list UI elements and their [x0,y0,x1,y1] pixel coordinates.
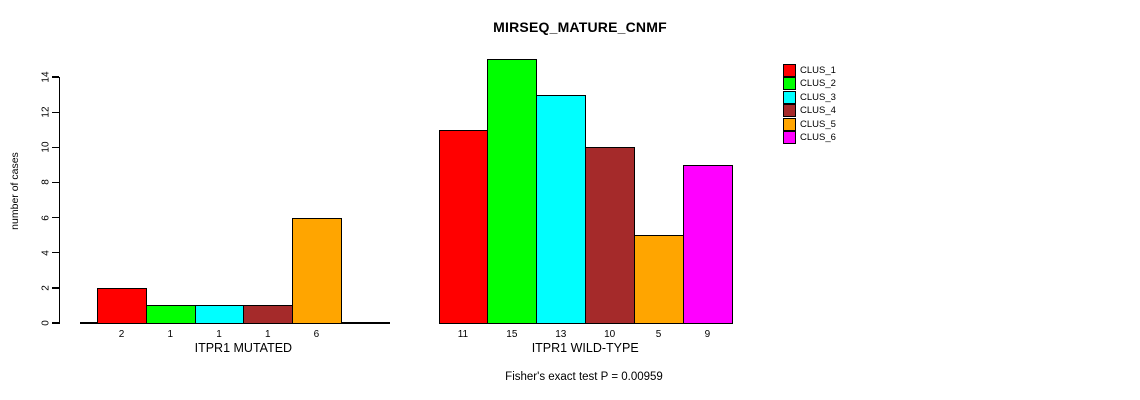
bar-count-label-itpr1-wild-type-clus-1: 11 [457,328,469,340]
legend-label-clus-2: CLUS_2 [800,78,836,90]
y-axis-tick [52,322,59,324]
bar-count-label-itpr1-wild-type-clus-5: 5 [655,328,662,340]
bar-count-label-itpr1-mutated-clus-4: 1 [264,328,271,340]
bar-itpr1-mutated-clus-3 [194,305,245,324]
bar-count-label-itpr1-mutated-clus-1: 2 [118,328,125,340]
y-axis-tick-label: 6 [40,214,52,221]
bar-itpr1-mutated-clus-2 [145,305,196,324]
bar-count-label-itpr1-mutated-clus-3: 1 [216,328,222,340]
bar-itpr1-wild-type-clus-6 [683,164,733,324]
chart-title: MIRSEQ_MATURE_CNMF [493,19,667,35]
y-axis-tick-label: 12 [40,106,52,118]
legend-label-clus-1: CLUS_1 [800,65,836,76]
legend-swatch-clus-3 [783,90,796,104]
y-axis-tick [52,181,59,184]
bar-itpr1-mutated-clus-4 [243,305,294,324]
legend-swatch-clus-1 [783,64,796,77]
legend-swatch-clus-4 [783,104,796,118]
bar-count-label-itpr1-mutated-clus-2: 1 [167,328,174,340]
y-axis-tick [52,252,59,254]
y-axis-tick [52,287,59,289]
y-axis-tick [52,216,59,219]
legend-label-clus-4: CLUS_4 [800,105,836,117]
y-axis-tick-label: 14 [40,71,52,83]
bar-itpr1-wild-type-clus-3 [536,94,587,324]
y-axis-tick-label: 10 [40,141,52,153]
y-axis-tick [52,146,59,148]
bar-count-label-itpr1-wild-type-clus-4: 10 [604,328,616,340]
legend-label-clus-3: CLUS_3 [800,91,836,103]
y-axis-label: number of cases [9,152,21,230]
bar-count-label-itpr1-wild-type-clus-2: 15 [506,328,518,340]
bar-count-label-itpr1-wild-type-clus-3: 13 [555,328,567,340]
legend-swatch-clus-2 [783,77,796,91]
bar-itpr1-mutated-clus-5 [292,217,342,324]
bar-itpr1-wild-type-clus-1 [438,129,489,324]
y-axis-tick-label: 4 [40,249,52,256]
y-axis-tick-label: 8 [40,179,52,186]
bar-itpr1-mutated-clus-1 [97,287,147,324]
bar-itpr1-wild-type-clus-4 [585,147,636,324]
legend-label-clus-5: CLUS_5 [800,118,836,130]
bar-itpr1-wild-type-clus-5 [634,235,684,324]
bar-count-label-itpr1-wild-type-clus-6: 9 [704,328,711,340]
group-label-itpr1-mutated: ITPR1 MUTATED [194,341,293,355]
fisher-test-annotation: Fisher's exact test P = 0.00959 [505,371,663,383]
bar-count-label-itpr1-mutated-clus-5: 6 [313,328,320,340]
group-label-itpr1-wild-type: ITPR1 WILD-TYPE [531,341,639,355]
legend-label-clus-6: CLUS_6 [800,132,836,144]
legend-swatch-clus-6 [783,131,796,145]
y-axis-line [58,77,60,324]
bar-itpr1-wild-type-clus-2 [487,59,538,324]
y-axis-tick [52,111,59,113]
legend-swatch-clus-5 [783,117,796,131]
y-axis-tick-label: 0 [40,320,52,326]
y-axis-tick [52,76,59,78]
y-axis-tick-label: 2 [40,285,52,291]
